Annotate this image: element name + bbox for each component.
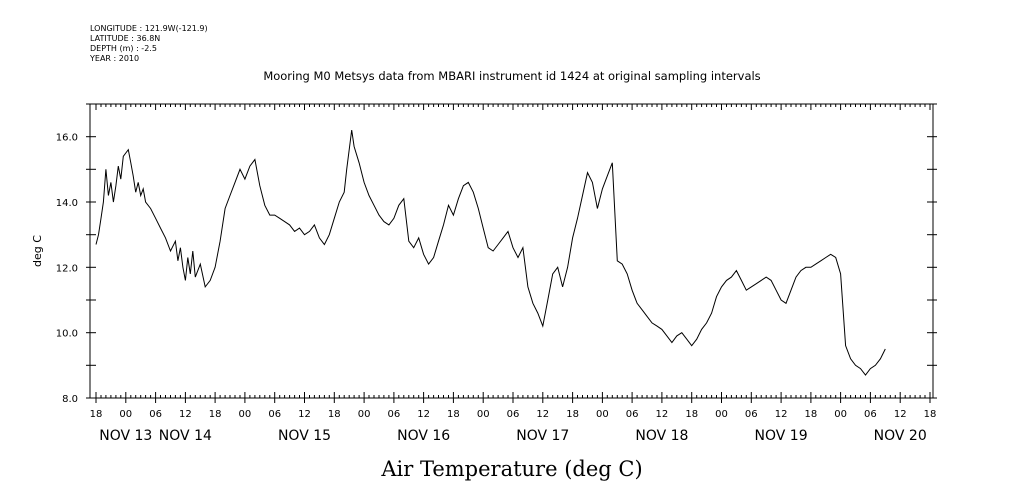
x-tick-label: 00	[119, 409, 132, 420]
series-line-air-temperature	[95, 130, 886, 376]
x-tick-label: 18	[328, 409, 341, 420]
x-tick-label: 06	[268, 409, 281, 420]
metadata-block: LONGITUDE : 121.9W(-121.9) LATITUDE : 36…	[89, 24, 208, 63]
x-tick-label: 18	[924, 409, 937, 420]
x-tick-label: 00	[239, 409, 252, 420]
x-tick-label: 00	[358, 409, 371, 420]
x-tick-label: 12	[298, 409, 311, 420]
x-tick-label: 12	[894, 409, 907, 420]
x-tick-label: 06	[149, 409, 162, 420]
day-label: NOV 18	[635, 428, 688, 444]
x-tick-label: 06	[507, 409, 520, 420]
chart-title: Mooring M0 Metsys data from MBARI instru…	[263, 69, 760, 83]
x-tick-label: 00	[834, 409, 847, 420]
day-label: NOV 16	[397, 428, 450, 444]
x-tick-label: 12	[536, 409, 549, 420]
y-tick-label: 16.0	[56, 133, 78, 144]
x-tick-label: 12	[775, 409, 788, 420]
x-tick-label: 12	[656, 409, 669, 420]
x-tick-label: 18	[209, 409, 222, 420]
day-label: NOV 17	[516, 428, 569, 444]
y-tick-label: 10.0	[56, 329, 78, 340]
x-tick-label: 12	[417, 409, 430, 420]
x-tick-label: 18	[685, 409, 698, 420]
x-tick-label: 12	[179, 409, 192, 420]
x-tick-label: 06	[864, 409, 877, 420]
plot-frame	[89, 103, 934, 399]
x-axis-label: Air Temperature (deg C)	[380, 457, 642, 481]
day-label: NOV 20	[874, 428, 927, 444]
axis-ticks	[86, 103, 937, 403]
y-tick-label: 12.0	[56, 263, 78, 274]
meta-year: YEAR : 2010	[89, 54, 139, 63]
x-tick-label: 00	[596, 409, 609, 420]
y-tick-label: 8.0	[62, 394, 78, 405]
day-label: NOV 13	[99, 428, 152, 444]
x-tick-label: 06	[745, 409, 758, 420]
y-tick-labels: 8.0 10.0 12.0 14.0 16.0	[56, 133, 78, 405]
x-tick-label: 18	[804, 409, 817, 420]
y-tick-label: 14.0	[56, 198, 78, 209]
x-tick-label: 18	[447, 409, 460, 420]
x-tick-labels: 18 00 06 12 18 00 06 12 18 00 06 12 18 00 06 12 18 00 06 12…	[90, 409, 937, 420]
y-axis-label: deg C	[31, 235, 44, 267]
x-tick-label: 06	[387, 409, 400, 420]
day-label: NOV 14	[159, 428, 212, 444]
meta-depth: DEPTH (m) : -2.5	[90, 44, 157, 53]
x-tick-label: 18	[90, 409, 103, 420]
meta-latitude: LATITUDE : 36.8N	[90, 34, 160, 43]
x-tick-label: 00	[477, 409, 490, 420]
day-label: NOV 19	[755, 428, 808, 444]
x-tick-label: 18	[566, 409, 579, 420]
meta-longitude: LONGITUDE : 121.9W(-121.9)	[90, 24, 208, 33]
x-tick-label: 00	[715, 409, 728, 420]
day-label: NOV 15	[278, 428, 331, 444]
day-labels: NOV 13 NOV 14 NOV 15 NOV 16 NOV 17 NOV 18 NOV …	[99, 428, 927, 444]
x-tick-label: 06	[626, 409, 639, 420]
